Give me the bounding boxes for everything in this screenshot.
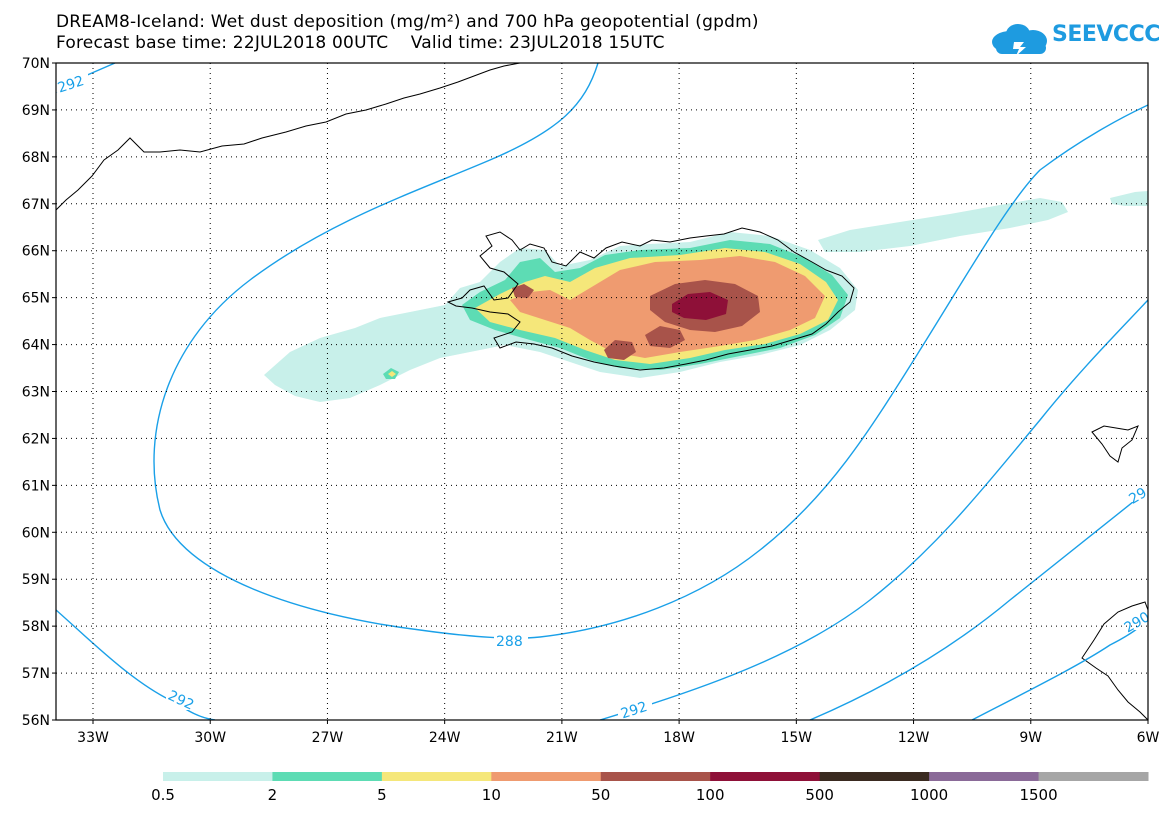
coastline-greenland xyxy=(56,63,521,211)
lat-label: 66N xyxy=(22,244,50,260)
lon-label: 9W xyxy=(1019,730,1042,746)
lat-label: 69N xyxy=(22,103,50,119)
lat-label: 70N xyxy=(22,56,50,72)
dust-deposition-field xyxy=(264,191,1148,402)
lat-label: 58N xyxy=(22,619,50,635)
deposition-band-5-west xyxy=(388,371,396,377)
lon-label: 27W xyxy=(312,730,344,746)
colorbar-label: 1500 xyxy=(1019,786,1057,804)
coastline-iceland xyxy=(446,227,855,371)
colorbar-swatch xyxy=(600,772,711,781)
colorbar-swatch xyxy=(491,772,602,781)
geopotential-contours xyxy=(56,63,1148,720)
lat-label: 65N xyxy=(22,291,50,307)
map-title: DREAM8-Iceland: Wet dust deposition (mg/… xyxy=(56,12,759,32)
lon-label: 33W xyxy=(77,730,109,746)
colorbar-swatch xyxy=(819,772,930,781)
colorbar-swatch xyxy=(929,772,1040,781)
contour-labels: 292 288 292 292 29 290 xyxy=(56,73,1149,722)
lat-label: 63N xyxy=(22,385,50,401)
lat-label: 61N xyxy=(22,478,50,494)
cloud-icon xyxy=(992,24,1047,56)
colorbar-swatch xyxy=(272,772,383,781)
colorbar-legend: 0.5 2 5 10 50 100 500 1000 1500 xyxy=(151,772,1149,804)
colorbar-swatch xyxy=(1038,772,1149,781)
seevccc-logo xyxy=(992,24,1047,56)
valid-time: Valid time: 23JUL2018 15UTC xyxy=(410,33,665,53)
lon-label: 30W xyxy=(194,730,226,746)
deposition-band-50-west xyxy=(512,284,534,298)
lat-label: 64N xyxy=(22,338,50,354)
lat-label: 59N xyxy=(22,572,50,588)
lon-label: 21W xyxy=(546,730,578,746)
lat-label: 68N xyxy=(22,150,50,166)
colorbar-label: 500 xyxy=(805,786,834,804)
colorbar-label: 0.5 xyxy=(151,786,175,804)
colorbar-label: 10 xyxy=(482,786,501,804)
deposition-band-0-5-northeast xyxy=(818,198,1068,252)
colorbar-label: 1000 xyxy=(910,786,948,804)
coastlines xyxy=(56,63,1148,720)
contour-300-southeast xyxy=(971,619,1148,720)
lat-label: 60N xyxy=(22,525,50,541)
lon-label: 18W xyxy=(663,730,695,746)
colorbar-swatch xyxy=(381,772,492,781)
latitude-axis: 70N 69N 68N 67N 66N 65N 64N 63N 62N 61N 60N 59N 58N 5… xyxy=(22,56,56,729)
deposition-band-50-southcentral xyxy=(645,326,685,348)
graticule xyxy=(56,63,1148,720)
contour-292-south xyxy=(599,299,1148,720)
contour-label-5: 29 xyxy=(1126,485,1149,508)
colorbar-label: 5 xyxy=(377,786,387,804)
lat-label: 62N xyxy=(22,431,50,447)
contour-288-trough xyxy=(153,63,1148,639)
lon-label: 24W xyxy=(429,730,461,746)
colorbar-label: 2 xyxy=(268,786,278,804)
contour-label-1: 292 xyxy=(56,73,86,96)
lat-label: 67N xyxy=(22,197,50,213)
logo-text: SEEVCCC xyxy=(1052,22,1160,47)
contour-292-southwest xyxy=(56,609,216,720)
colorbar-label: 100 xyxy=(696,786,725,804)
coastline-scotland xyxy=(1081,601,1148,720)
lat-label: 56N xyxy=(22,713,50,729)
forecast-base-time: Forecast base time: 22JUL2018 00UTC xyxy=(56,33,389,53)
coastline-faroe xyxy=(1091,425,1139,463)
deposition-band-100-central xyxy=(672,292,728,320)
colorbar-swatch xyxy=(163,772,273,781)
colorbar-swatch xyxy=(710,772,821,781)
contour-label-4: 292 xyxy=(619,699,649,722)
lon-label: 6W xyxy=(1137,730,1160,746)
contour-label-2: 288 xyxy=(496,634,523,650)
map-subtitle: Forecast base time: 22JUL2018 00UTC Vali… xyxy=(56,33,665,53)
longitude-axis: 33W 30W 27W 24W 21W 18W 15W 12W 9W 6W xyxy=(77,720,1160,746)
deposition-band-0-5-far-east xyxy=(1110,191,1148,206)
lat-label: 57N xyxy=(22,666,50,682)
colorbar-label: 50 xyxy=(591,786,610,804)
lon-label: 12W xyxy=(898,730,930,746)
lon-label: 15W xyxy=(780,730,812,746)
contour-296-southeast xyxy=(809,489,1148,720)
